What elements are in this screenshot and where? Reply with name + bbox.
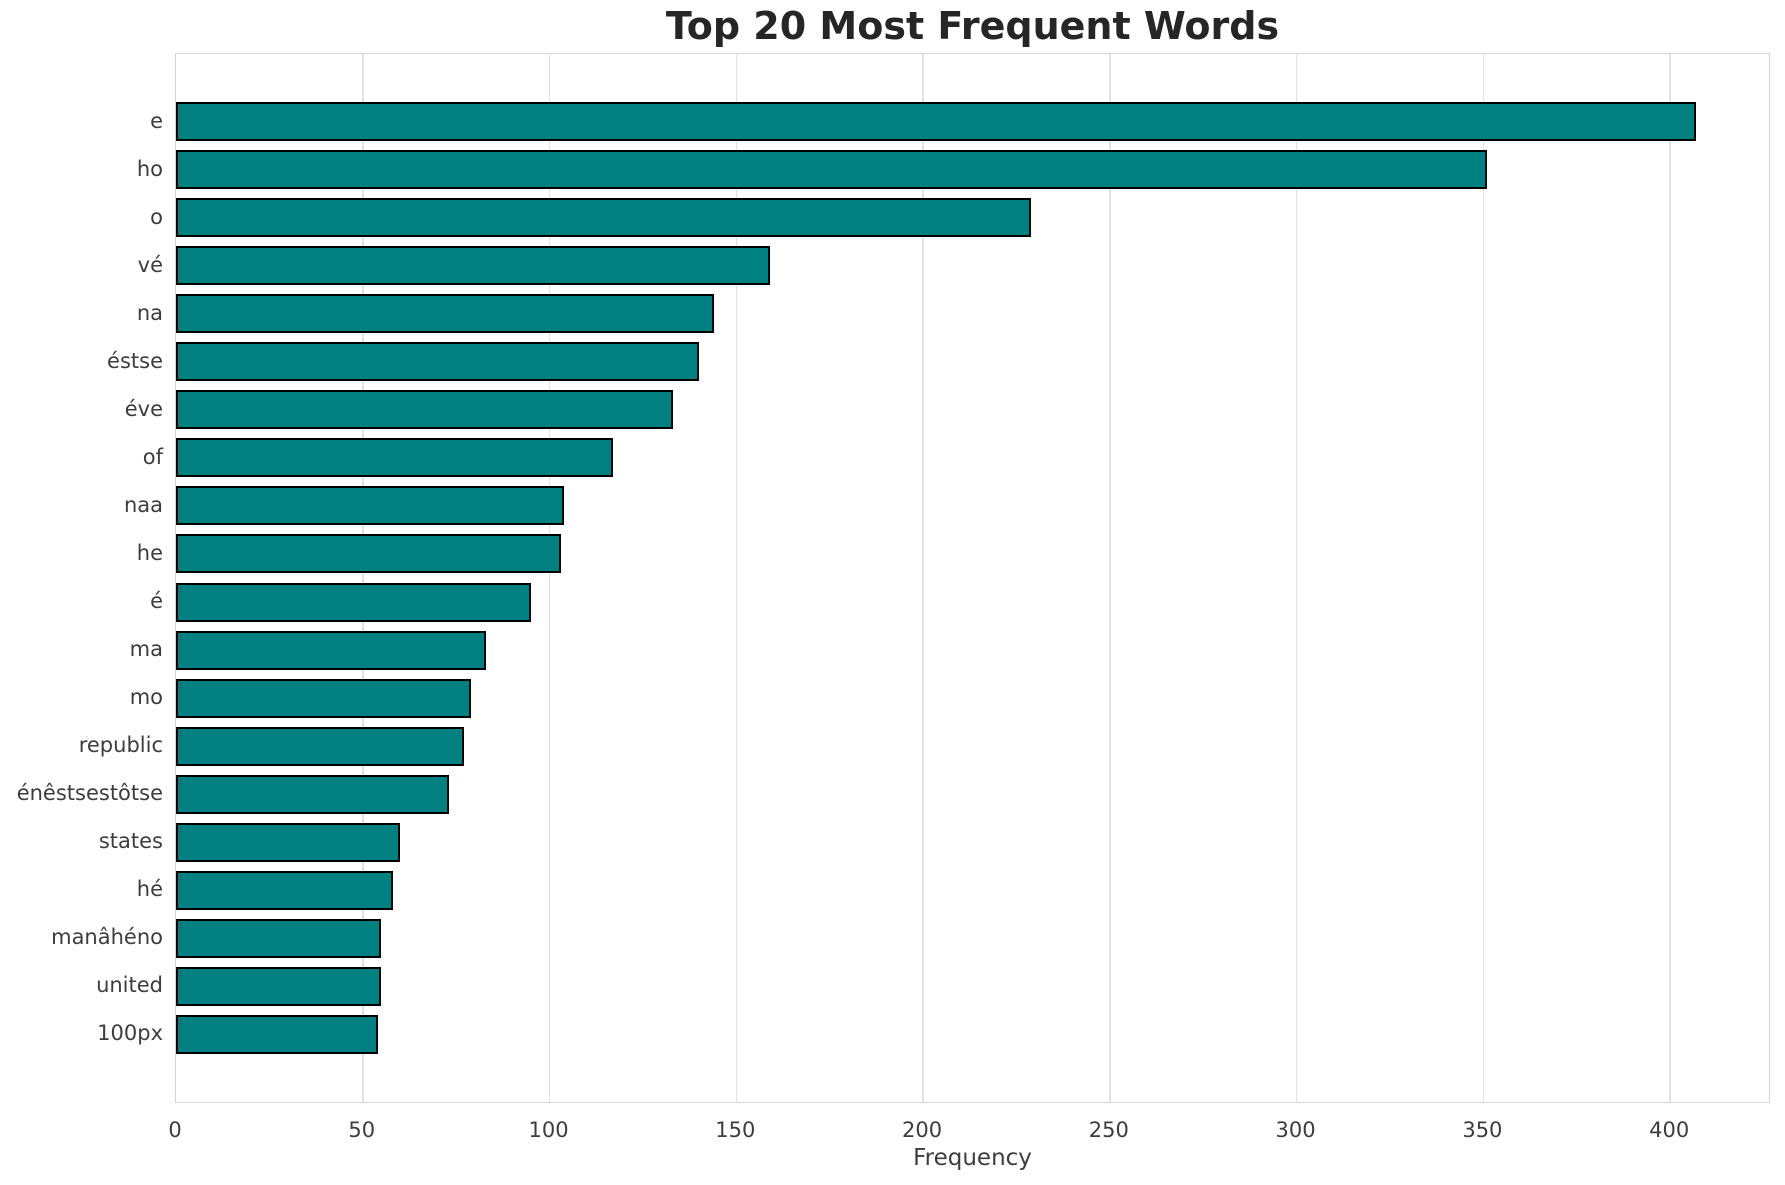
x-tick-label: 50 [348,1118,376,1142]
plot-area [175,53,1770,1103]
y-tick-label: naa [123,492,163,517]
x-tick-label: 350 [1462,1118,1503,1142]
bar [176,390,673,430]
gridline [1669,54,1671,1102]
bar [176,774,449,814]
bar [176,198,1032,238]
gridline [1295,54,1298,1102]
y-tick-label: united [96,973,163,998]
bar [176,630,487,670]
bar [176,342,699,382]
bar [176,726,464,766]
x-tick-label: 100 [528,1118,569,1142]
y-tick-label: hé [136,877,163,902]
y-tick-label: ma [129,637,163,662]
x-tick-label: 200 [902,1118,943,1142]
gridline [1482,54,1485,1102]
gridline [922,54,924,1102]
y-tick-label: éstse [107,348,163,373]
bar [176,870,393,910]
gridline [1109,54,1111,1102]
gridline [548,54,551,1102]
bar [176,294,714,334]
bar [176,102,1697,141]
bar [176,150,1488,190]
y-tick-label: o [150,204,163,229]
y-tick-label: vé [137,252,163,277]
gridline [362,54,364,1102]
y-tick-label: manâhéno [51,925,163,950]
y-tick-label: mo [129,685,163,710]
bar [176,534,561,574]
y-tick-label: na [136,300,163,325]
y-tick-label: he [136,540,163,565]
x-tick-label: 400 [1649,1118,1690,1142]
bar [176,582,531,622]
x-tick-label: 250 [1088,1118,1129,1142]
y-tick-label: states [98,829,163,854]
y-tick-label: é [150,589,163,613]
bar [176,918,382,958]
y-tick-label: of [142,444,163,469]
y-tick-label: ho [136,156,163,181]
x-tick-label: 0 [168,1118,182,1142]
bar [176,966,382,1006]
bar [176,822,401,862]
bar [176,486,565,526]
y-tick-label: republic [78,733,163,758]
x-tick-label: 150 [715,1118,756,1142]
gridline [735,54,738,1102]
y-tick-label: énêstsestôtse [16,781,163,806]
y-tick-label: 100px [97,1021,163,1046]
x-tick-label: 300 [1275,1118,1316,1142]
chart-title: Top 20 Most Frequent Words [665,4,1280,48]
bar [176,1014,378,1054]
bar [176,678,472,718]
bar [176,246,770,286]
bar [176,438,614,478]
y-tick-label: éve [124,396,163,421]
x-axis-label: Frequency [913,1145,1032,1171]
y-tick-label: e [150,108,163,133]
